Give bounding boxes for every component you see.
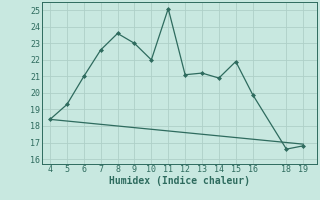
X-axis label: Humidex (Indice chaleur): Humidex (Indice chaleur) xyxy=(109,176,250,186)
